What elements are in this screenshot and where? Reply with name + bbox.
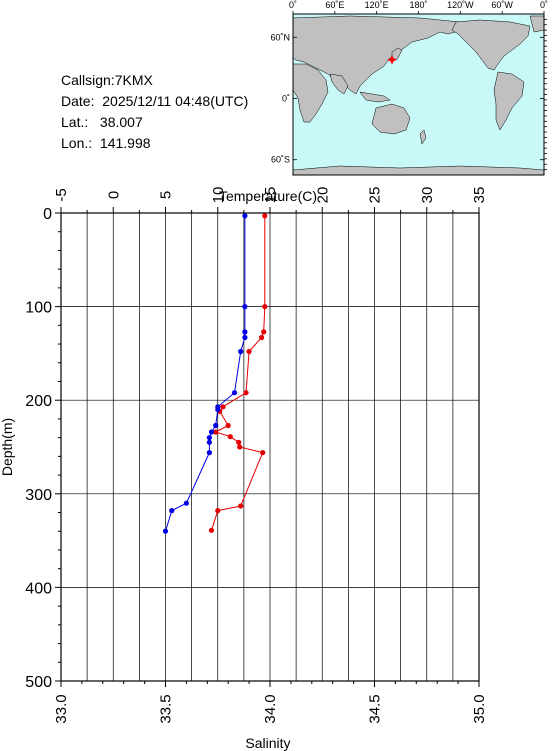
salinity-profile-line: [165, 215, 246, 532]
salinity-data-point: [231, 390, 238, 396]
salinity-data-point: [162, 528, 169, 534]
salinity-series: [162, 213, 248, 534]
latitude-text: Lat.: 38.007: [61, 114, 143, 130]
africa-landmass: [292, 63, 329, 123]
australia-landmass: [371, 103, 411, 135]
map-lon-label: 0˚: [540, 0, 548, 10]
map-lon-label: 0˚: [289, 0, 297, 10]
salinity-tick-label: 34.0: [262, 694, 279, 723]
map-lat-label: 60˚S: [271, 155, 290, 165]
salinity-data-point: [169, 508, 175, 514]
date-text: Date: 2025/12/11 04:48(UTC): [61, 93, 249, 109]
temperature-data-point: [217, 408, 223, 414]
depth-tick-label: 200: [25, 393, 52, 410]
salinity-tick-label: 34.5: [367, 694, 384, 723]
temperature-data-point: [259, 334, 265, 341]
temperature-data-point: [262, 304, 268, 310]
salinity-data-point: [183, 500, 189, 506]
salinity-tick-label: 35.0: [471, 694, 488, 723]
salinity-data-point: [206, 439, 212, 445]
map-lon-label: 60˚W: [491, 0, 513, 10]
map-lon-label: 180˚: [409, 0, 427, 10]
depth-axis-title: Depth(m): [0, 418, 15, 476]
salinity-data-point: [242, 213, 248, 219]
temperature-data-point: [237, 444, 243, 450]
temperature-series: [208, 213, 268, 533]
series-layer: [162, 213, 268, 534]
depth-tick-label: 300: [25, 487, 52, 504]
temperature-data-point: [215, 508, 221, 514]
temperature-data-point: [246, 348, 252, 355]
salinity-tick-labels: 33.0 33.5 34.0 34.5 35.0: [53, 694, 488, 723]
salinity-data-point: [208, 429, 215, 435]
depth-tick-labels: 0 100 200 300 400 500: [25, 206, 52, 691]
salinity-data-point: [242, 304, 248, 310]
map-lat-label: 0˚: [282, 94, 290, 104]
temperature-data-point: [236, 439, 242, 445]
temperature-profile-line: [211, 215, 266, 531]
longitude-text: Lon.: 141.998: [61, 135, 151, 151]
map-lat-label: 60˚N: [270, 32, 290, 42]
salinity-tick-label: 33.0: [53, 694, 70, 723]
depth-tick-label: 0: [43, 206, 52, 223]
temperature-data-point: [238, 503, 244, 509]
depth-tick-label: 500: [25, 674, 52, 691]
map-ticks: [292, 11, 547, 171]
salinity-data-point: [206, 450, 212, 456]
map-latitude-labels: 60˚N 0˚ 60˚S: [270, 32, 290, 164]
antarctica-landmass: [292, 165, 545, 176]
depth-tick-label: 100: [25, 300, 52, 317]
temperature-data-point: [261, 329, 267, 335]
salinity-data-point: [215, 404, 221, 410]
salinity-data-point: [206, 435, 212, 441]
map-lon-label: 60˚E: [325, 0, 344, 10]
north-america-landmass: [451, 19, 531, 71]
map-lon-label: 120˚W: [447, 0, 474, 10]
temperature-data-point: [208, 527, 215, 533]
south-america-landmass: [493, 71, 525, 131]
world-map: 0˚ 60˚E 120˚E 180˚ 120˚W 60˚W 0˚ 60˚N 0˚ 60˚S: [270, 0, 548, 176]
map-lon-label: 120˚E: [365, 0, 389, 10]
temperature-data-point: [220, 404, 226, 410]
salinity-data-point: [242, 329, 248, 335]
salinity-data-point: [238, 348, 244, 355]
callsign-text: Callsign:7KMX: [61, 72, 153, 88]
temperature-data-point: [260, 450, 266, 456]
indonesia-landmass: [359, 91, 391, 103]
salinity-data-point: [215, 407, 221, 413]
depth-tick-label: 400: [25, 580, 52, 597]
map-longitude-labels: 0˚ 60˚E 120˚E 180˚ 120˚W 60˚W 0˚: [289, 0, 548, 10]
temperature-data-point: [213, 429, 219, 435]
salinity-axis-title: Salinity: [245, 735, 290, 751]
plot-grid: [61, 213, 479, 681]
temperature-data-point: [227, 434, 233, 440]
salinity-data-point: [242, 334, 248, 341]
salinity-tick-label: 33.5: [158, 694, 175, 723]
temperature-data-point: [243, 390, 249, 396]
temperature-data-point: [262, 213, 268, 219]
plot-frame: [60, 212, 480, 682]
station-marker: [386, 54, 398, 65]
map-land: [292, 15, 545, 176]
india-landmass: [329, 73, 349, 95]
salinity-data-point: [213, 422, 219, 429]
station-star-icon: [386, 54, 398, 65]
temperature-data-point: [225, 422, 231, 429]
axis-ticks: [55, 207, 480, 687]
station-info: Callsign:7KMX Date: 2025/12/11 04:48(UTC…: [61, 70, 248, 154]
new-zealand-landmass: [419, 129, 427, 145]
